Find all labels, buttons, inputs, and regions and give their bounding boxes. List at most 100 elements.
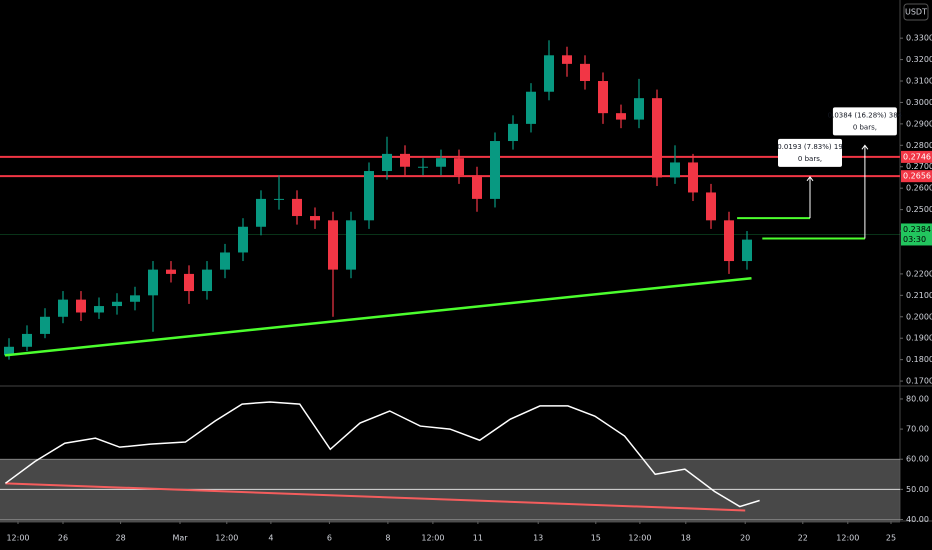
- candle: [94, 297, 104, 319]
- measure-text: 0.0193 (7.83%) 19: [777, 143, 843, 151]
- candle-body: [508, 123, 518, 142]
- y-tick-label: 0.2500: [906, 205, 932, 214]
- candle-body: [130, 295, 140, 302]
- candle: [544, 40, 554, 101]
- measure-text: 0.0384 (16.28%) 384: [828, 111, 903, 119]
- candle-body: [220, 252, 230, 270]
- candle: [256, 190, 266, 236]
- y-tick-label: 0.3200: [906, 55, 932, 64]
- candle-body: [418, 166, 428, 168]
- measure-box: [778, 138, 842, 167]
- candle-body: [652, 98, 662, 178]
- candle-body: [148, 269, 158, 296]
- trendline: [4, 276, 752, 357]
- candle: [22, 325, 32, 352]
- candle-body: [166, 269, 176, 274]
- candle-body: [310, 216, 320, 221]
- candle-body: [40, 316, 50, 334]
- rsi-band: [0, 459, 900, 523]
- y-tick-label: 80.00: [906, 394, 929, 403]
- candle: [670, 145, 680, 184]
- candle: [274, 175, 284, 210]
- candle-body: [562, 55, 572, 64]
- candle-body: [274, 198, 284, 200]
- level-badge: [901, 150, 932, 163]
- candle: [634, 78, 644, 129]
- candle: [688, 153, 698, 202]
- candle: [328, 211, 338, 317]
- candle-body: [526, 91, 536, 124]
- y-tick-label: 0.3100: [906, 77, 932, 86]
- candle: [652, 89, 662, 187]
- y-tick-label: 0.2800: [906, 141, 932, 150]
- y-tick-label: 0.2200: [906, 269, 932, 278]
- candle: [418, 158, 428, 176]
- x-tick-label: 13: [533, 534, 543, 543]
- currency-badge: [903, 3, 929, 21]
- x-tick-label: 25: [886, 534, 896, 543]
- candle-body: [364, 171, 374, 221]
- candle: [202, 261, 212, 300]
- candle: [454, 149, 464, 184]
- candle-body: [742, 239, 752, 262]
- candle-body: [4, 346, 14, 356]
- candle: [508, 115, 518, 150]
- candle: [598, 72, 608, 124]
- candle-body: [472, 175, 482, 199]
- x-tick-label: 12:00: [628, 534, 651, 543]
- candle: [40, 308, 50, 339]
- candle-body: [112, 301, 122, 307]
- y-tick-label: 50.00: [906, 485, 929, 494]
- candle: [436, 149, 446, 176]
- candle-body: [238, 226, 248, 253]
- y-tick-label: 0.2900: [906, 119, 932, 128]
- x-tick-label: 12:00: [6, 534, 29, 543]
- candle: [616, 104, 626, 129]
- level-label: 0.2746: [903, 152, 931, 161]
- rsi-line: [4, 401, 760, 508]
- x-tick-label: 8: [385, 534, 390, 543]
- y-tick-label: 0.1700: [906, 377, 932, 386]
- candle: [238, 218, 248, 262]
- x-tick-label: Mar: [172, 534, 188, 543]
- candle-body: [580, 63, 590, 82]
- y-tick-label: 40.00: [906, 515, 929, 524]
- candle: [724, 211, 734, 274]
- y-tick-label: 0.2600: [906, 184, 932, 193]
- candle: [472, 166, 482, 212]
- x-tick-label: 12:00: [421, 534, 444, 543]
- candle: [166, 261, 176, 283]
- y-tick-label: 70.00: [906, 425, 929, 434]
- candle-body: [256, 198, 266, 227]
- y-tick-label: 60.00: [906, 455, 929, 464]
- candle-body: [76, 299, 86, 313]
- candle: [130, 286, 140, 311]
- level-label: 0.2656: [903, 172, 931, 181]
- candle: [292, 190, 302, 225]
- x-tick-label: 22: [798, 534, 808, 543]
- candle-body: [616, 113, 626, 120]
- level-badge: [901, 170, 932, 183]
- candle-body: [724, 220, 734, 262]
- candle-body: [670, 162, 680, 178]
- candle-body: [22, 333, 32, 347]
- y-tick-label: 0.1800: [906, 355, 932, 364]
- candle-body: [94, 306, 104, 313]
- candle-body: [706, 192, 716, 221]
- countdown: 03:30: [903, 235, 926, 244]
- candle-body: [490, 141, 500, 199]
- candle-body: [202, 269, 212, 292]
- candle: [148, 261, 158, 332]
- y-tick-label: 0.3000: [906, 98, 932, 107]
- rsi-trendline: [5, 482, 746, 512]
- candle-body: [634, 98, 644, 120]
- y-tick-label: 0.1900: [906, 334, 932, 343]
- x-tick-label: 12:00: [836, 534, 859, 543]
- candle: [346, 211, 356, 279]
- candle-body: [184, 273, 194, 292]
- candle: [76, 291, 86, 322]
- currency: USDT: [905, 8, 927, 17]
- measure-arrow: [861, 144, 869, 239]
- y-tick-label: 0.2100: [906, 291, 932, 300]
